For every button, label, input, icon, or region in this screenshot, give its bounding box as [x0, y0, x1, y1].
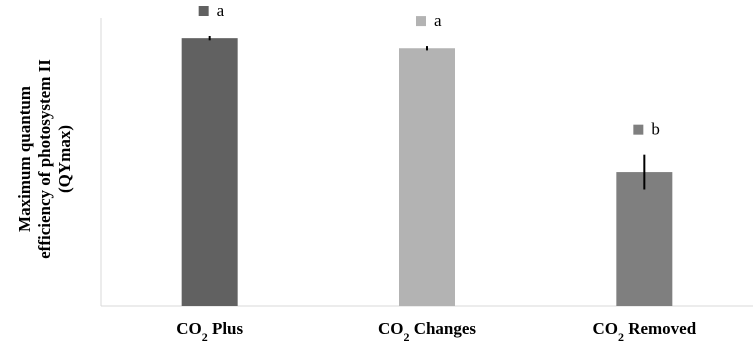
- bar-3: [616, 172, 673, 306]
- significance-marker-2: [416, 16, 426, 27]
- significance-letter-1: a: [217, 1, 225, 20]
- x-tick-label-1: CO2 Plus: [176, 319, 243, 344]
- significance-letter-3: b: [651, 120, 660, 139]
- y-axis-title-line-1: Maximum quantum: [15, 86, 34, 232]
- significance-marker-1: [198, 6, 209, 17]
- significance-letter-2: a: [434, 11, 442, 30]
- bar-2: [399, 48, 455, 307]
- y-axis-title: Maximum quantum efficiency of photosyste…: [15, 59, 74, 259]
- plot-area: a CO2 Plus a CO2 Changes b CO2 Removed: [100, 1, 753, 344]
- bar-1: [181, 38, 238, 306]
- y-axis-title-line-3: (QYmax): [55, 125, 74, 193]
- x-tick-label-2: CO2 Changes: [378, 319, 476, 344]
- x-tick-label-3: CO2 Removed: [592, 319, 696, 344]
- y-axis-title-line-2: efficiency of photosystem II: [35, 59, 54, 259]
- significance-marker-3: [633, 124, 644, 135]
